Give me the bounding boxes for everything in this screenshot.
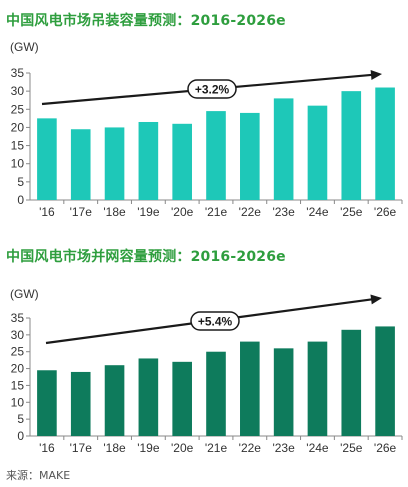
x-tick-label: '19e (137, 205, 160, 219)
bar (37, 118, 57, 200)
bar (375, 87, 395, 200)
trend-label: +3.2% (195, 83, 230, 97)
y-tick-label: 5 (17, 412, 24, 426)
bar (104, 127, 125, 200)
x-tick-label: '19e (137, 441, 160, 455)
y-tick-label: 30 (11, 328, 25, 342)
chart-1-title: 中国风电市场吊装容量预测：2016-2026e (6, 13, 286, 29)
bar (240, 112, 260, 200)
x-tick-label: '26e (374, 441, 397, 455)
bar (172, 123, 192, 200)
source-note: 来源：MAKE (6, 469, 71, 482)
x-tick-label: '25e (340, 205, 363, 219)
x-tick-label: '24e (306, 441, 329, 455)
y-tick-label: 35 (11, 311, 25, 325)
bar (240, 341, 260, 436)
x-tick-label: '26e (374, 205, 397, 219)
bar (206, 111, 226, 200)
x-tick-label: '20e (171, 205, 194, 219)
x-tick-label: '18e (103, 205, 126, 219)
trend-arrow-head (370, 69, 382, 80)
bar (341, 329, 362, 436)
bar (70, 371, 91, 436)
x-tick-label: '20e (171, 441, 194, 455)
x-tick-label: '21e (205, 205, 228, 219)
bar (341, 91, 362, 200)
y-tick-label: 20 (11, 120, 25, 134)
x-tick-label: '25e (340, 441, 363, 455)
bar (375, 326, 395, 436)
bar (307, 105, 328, 200)
x-tick-label: '24e (306, 205, 329, 219)
x-tick-label: '16 (39, 205, 55, 219)
y-tick-label: 35 (11, 66, 25, 80)
y-tick-label: 25 (11, 345, 25, 359)
x-tick-label: '23e (272, 441, 295, 455)
y-tick-label: 30 (11, 84, 25, 98)
bar (138, 358, 159, 436)
y-tick-label: 10 (11, 157, 25, 171)
y-tick-label: 15 (11, 139, 25, 153)
x-tick-label: '22e (239, 441, 262, 455)
x-tick-label: '17e (70, 441, 93, 455)
x-tick-label: '23e (272, 205, 295, 219)
bar (206, 351, 226, 436)
chart-2-unit: (GW) (10, 287, 39, 301)
y-tick-label: 0 (17, 193, 24, 207)
x-tick-label: '21e (205, 441, 228, 455)
bar (273, 98, 294, 200)
y-tick-label: 5 (17, 175, 24, 189)
y-tick-label: 0 (17, 429, 24, 443)
bar (37, 370, 57, 436)
bar (172, 361, 192, 436)
y-tick-label: 10 (11, 395, 25, 409)
x-tick-label: '16 (39, 441, 55, 455)
bar (70, 129, 91, 200)
y-tick-label: 20 (11, 362, 25, 376)
chart-1: 0 5 10 15 20 25 30 35 '16 '17e '18e '19e '20e '21e '22… (11, 66, 403, 219)
bar (307, 341, 328, 436)
chart-2-title: 中国风电市场并网容量预测：2016-2026e (6, 249, 286, 265)
bar (104, 365, 125, 436)
chart-2: 0 5 10 15 20 25 30 35 '16 '17e '18e '19e '20e '21e '22… (11, 294, 403, 455)
y-tick-label: 25 (11, 102, 25, 116)
x-tick-label: '17e (70, 205, 93, 219)
x-tick-label: '18e (103, 441, 126, 455)
trend-label-pill (187, 79, 237, 99)
trend-arrow-head (370, 294, 382, 305)
chart-1-unit: (GW) (10, 40, 39, 54)
bar (138, 121, 159, 200)
trend-label: +5.4% (198, 315, 233, 329)
x-tick-label: '22e (239, 205, 262, 219)
trend-label-pill (190, 311, 240, 331)
bar (273, 348, 294, 436)
y-tick-label: 15 (11, 378, 25, 392)
